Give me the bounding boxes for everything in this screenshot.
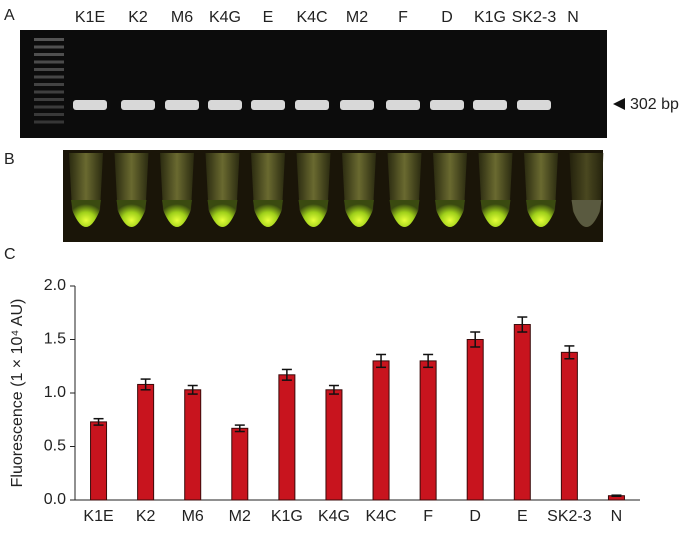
x-tick-label: F bbox=[423, 508, 433, 525]
marker-arrow bbox=[613, 98, 625, 110]
lane-label: F bbox=[398, 9, 408, 26]
tube-fluid bbox=[116, 200, 147, 227]
tube-fluid bbox=[526, 200, 556, 227]
tube-fluid bbox=[71, 200, 101, 227]
gel-image bbox=[20, 30, 607, 138]
gel-band bbox=[165, 100, 199, 110]
ladder-band bbox=[34, 53, 64, 56]
gel-band bbox=[340, 100, 374, 110]
tube-fluid bbox=[207, 200, 238, 227]
y-tick-label: 0.5 bbox=[44, 438, 66, 455]
tube-fluid bbox=[571, 200, 602, 227]
tube-fluid bbox=[162, 200, 192, 227]
panel-label: C bbox=[4, 246, 16, 263]
gel-band bbox=[386, 100, 420, 110]
x-tick-label: M6 bbox=[182, 508, 204, 525]
lane-label: K1G bbox=[474, 9, 506, 26]
ladder-band bbox=[34, 83, 64, 86]
bar bbox=[466, 339, 484, 501]
lane-label: D bbox=[441, 9, 453, 26]
x-tick-label: E bbox=[517, 508, 528, 525]
x-tick-label: K2 bbox=[136, 508, 156, 525]
gel-band bbox=[73, 100, 107, 110]
y-tick-label: 1.5 bbox=[44, 331, 66, 348]
panel-label: B bbox=[4, 151, 15, 168]
gel-layer bbox=[34, 38, 551, 124]
ladder-band bbox=[34, 105, 64, 109]
y-tick-label: 1.0 bbox=[44, 384, 66, 401]
x-tick-label: N bbox=[611, 508, 623, 525]
marker-label: 302 bp bbox=[630, 96, 679, 113]
bar bbox=[278, 374, 296, 501]
ladder-band bbox=[34, 38, 64, 41]
gel-band bbox=[251, 100, 285, 110]
ladder-band bbox=[34, 120, 64, 124]
tube-photo bbox=[63, 150, 603, 242]
gel-band bbox=[121, 100, 155, 110]
gel-band bbox=[208, 100, 242, 110]
lane-label: M6 bbox=[171, 9, 193, 26]
bar bbox=[184, 389, 202, 501]
lane-label: SK2-3 bbox=[512, 9, 557, 26]
bar bbox=[137, 383, 155, 501]
x-tick-label: K1G bbox=[271, 508, 303, 525]
tube-fluid bbox=[298, 200, 329, 227]
lane-label: E bbox=[263, 9, 274, 26]
ladder-band bbox=[34, 75, 64, 79]
lane-label: K1E bbox=[75, 9, 105, 26]
x-tick-label: M2 bbox=[229, 508, 251, 525]
bar bbox=[90, 421, 108, 501]
tube-fluid bbox=[480, 200, 511, 227]
y-tick-label: 2.0 bbox=[44, 277, 66, 294]
gel-band bbox=[517, 100, 551, 110]
lane-label: K4G bbox=[209, 9, 241, 26]
tube-fluid bbox=[344, 200, 374, 227]
lane-label: M2 bbox=[346, 9, 368, 26]
x-tick-label: SK2-3 bbox=[547, 508, 592, 525]
ladder-band bbox=[34, 113, 64, 116]
tube-fluid bbox=[389, 200, 420, 227]
ladder-band bbox=[34, 60, 64, 64]
gel-band bbox=[473, 100, 507, 110]
bar bbox=[513, 324, 531, 501]
gel-band bbox=[295, 100, 329, 110]
panel-label: A bbox=[4, 7, 15, 24]
ladder-band bbox=[34, 68, 64, 71]
lane-label: K2 bbox=[128, 9, 148, 26]
x-tick-label: K4C bbox=[365, 508, 396, 525]
bar bbox=[419, 360, 437, 501]
tube-fluid bbox=[435, 200, 465, 227]
x-tick-label: K4G bbox=[318, 508, 350, 525]
bar-chart: 0.0 0.5 1.0 1.5 2.0 Fluorescence (1 × 10⁴ AU)… bbox=[9, 277, 640, 525]
gel-band bbox=[430, 100, 464, 110]
x-tick-label: D bbox=[469, 508, 481, 525]
y-tick-label: 0.0 bbox=[44, 491, 66, 508]
y-axis-label: Fluorescence (1 × 10⁴ AU) bbox=[9, 299, 26, 488]
bar bbox=[560, 351, 578, 501]
bar bbox=[231, 427, 249, 501]
x-tick-label: K1E bbox=[83, 508, 113, 525]
lane-label: K4C bbox=[296, 9, 327, 26]
bar bbox=[372, 360, 390, 501]
lane-label: N bbox=[567, 9, 579, 26]
tube-layer bbox=[69, 153, 604, 227]
ladder-band bbox=[34, 90, 64, 94]
bar bbox=[325, 389, 343, 501]
tube-fluid bbox=[253, 200, 283, 227]
ladder-band bbox=[34, 45, 64, 49]
ladder-band bbox=[34, 98, 64, 101]
